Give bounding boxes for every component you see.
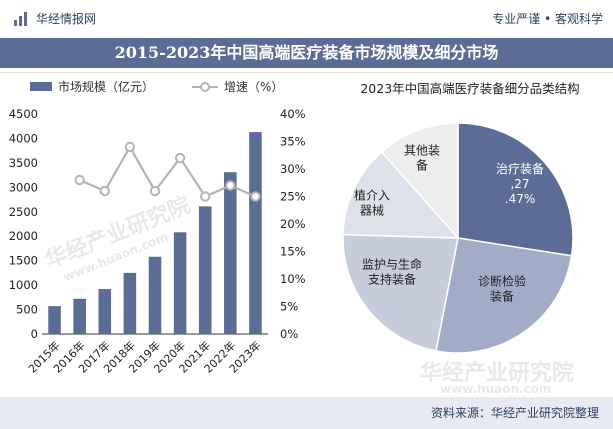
legend-item-growth: 增速（%） <box>192 79 283 95</box>
growth-rate-point <box>250 191 261 202</box>
bar <box>198 206 212 334</box>
footer: 资料来源：华经产业研究院整理 <box>0 397 613 429</box>
line-marker-swatch-icon <box>192 82 218 92</box>
pie-slice <box>435 237 573 354</box>
y-tick-label: 500 <box>16 303 38 317</box>
bar <box>98 289 112 334</box>
source-note: 资料来源：华经产业研究院整理 <box>430 406 599 420</box>
bar <box>73 298 86 334</box>
pie-slice <box>380 122 459 240</box>
growth-rate-point <box>225 180 236 191</box>
y-tick-label: 3500 <box>9 156 38 170</box>
slogan: 专业严谨 • 客观科学 <box>492 12 603 26</box>
legend-label-growth: 增速（%） <box>224 80 284 94</box>
brand-name: 华经情报网 <box>36 12 97 26</box>
y2-tick-label: 15% <box>280 245 306 259</box>
bar <box>48 306 61 334</box>
page-title: 2015-2023年中国高端医疗装备市场规模及细分市场 <box>0 38 613 68</box>
bar <box>173 232 187 334</box>
y2-tick-label: 20% <box>280 217 306 231</box>
y2-tick-label: 25% <box>280 190 306 204</box>
y-tick-label: 2000 <box>9 229 38 243</box>
watermark-url: www.huaon.com <box>440 382 552 396</box>
top-bar: 华经情报网 专业严谨 • 客观科学 <box>0 0 613 38</box>
pie-chart-title: 2023年中国高端医疗装备细分品类结构 <box>360 81 580 96</box>
y-tick-label: 1000 <box>9 278 38 292</box>
y2-tick-label: 10% <box>280 272 306 286</box>
y2-tick-label: 35% <box>280 135 306 149</box>
y-tick-label: 4000 <box>9 131 38 145</box>
y-tick-label: 0 <box>31 327 38 341</box>
y2-tick-label: 30% <box>280 162 306 176</box>
y-tick-label: 3000 <box>9 180 38 194</box>
bar <box>224 172 237 334</box>
y2-tick-label: 40% <box>280 107 306 121</box>
pie-slice-label: 监护与生命支持装备 <box>362 257 422 287</box>
pie-slice-label: 治疗装备,27.47% <box>496 162 544 206</box>
y-tick-label: 2500 <box>9 205 38 219</box>
pie-slice <box>342 233 459 352</box>
pie-slice-label: 其他装备 <box>404 144 440 173</box>
y2-tick-label: 5% <box>280 300 298 314</box>
legend-label-market-size: 市场规模（亿元） <box>58 80 155 94</box>
bar-chart-logo-icon <box>14 12 27 26</box>
bar <box>249 132 262 334</box>
growth-rate-point <box>74 174 85 186</box>
bar-swatch-icon <box>30 82 52 91</box>
growth-rate-point <box>200 191 211 202</box>
pie-slice <box>457 122 574 257</box>
bar <box>123 272 137 334</box>
pie-slice-label: 诊断检验装备 <box>478 274 526 304</box>
y2-tick-label: 0% <box>280 327 298 341</box>
market-size-bar-chart: 0 500 1000 1500 2000 2500 3000 3500 4000 4500 0% 5%… <box>9 107 306 376</box>
y-tick-label: 1500 <box>9 254 38 268</box>
divider <box>0 72 613 73</box>
bar <box>148 256 162 334</box>
pie-slice <box>342 150 460 239</box>
growth-rate-point <box>124 141 136 153</box>
growth-rate-point <box>174 152 186 164</box>
growth-rate-point <box>99 185 110 197</box>
pie-slice-label: 植介入器械 <box>354 188 390 218</box>
growth-rate-point <box>149 185 161 197</box>
y-tick-label: 4500 <box>9 107 38 121</box>
legend-item-market-size: 市场规模（亿元） <box>30 79 154 95</box>
